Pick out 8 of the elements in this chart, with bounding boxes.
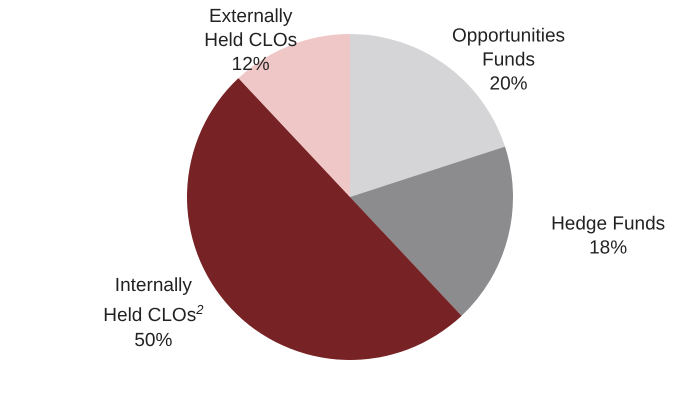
data-label: 20%	[488, 72, 529, 97]
data-label: 12%	[230, 52, 271, 76]
slice-label: Internally Held CLOs$^{2}$	[102, 274, 204, 329]
slice-label: Hedge Funds	[551, 213, 666, 238]
data-label: 18%	[588, 237, 628, 262]
slice-label: Opportunities Funds	[451, 24, 566, 73]
slice-label: Externally Held CLOs	[203, 4, 298, 52]
data-label: 50%	[133, 328, 174, 353]
